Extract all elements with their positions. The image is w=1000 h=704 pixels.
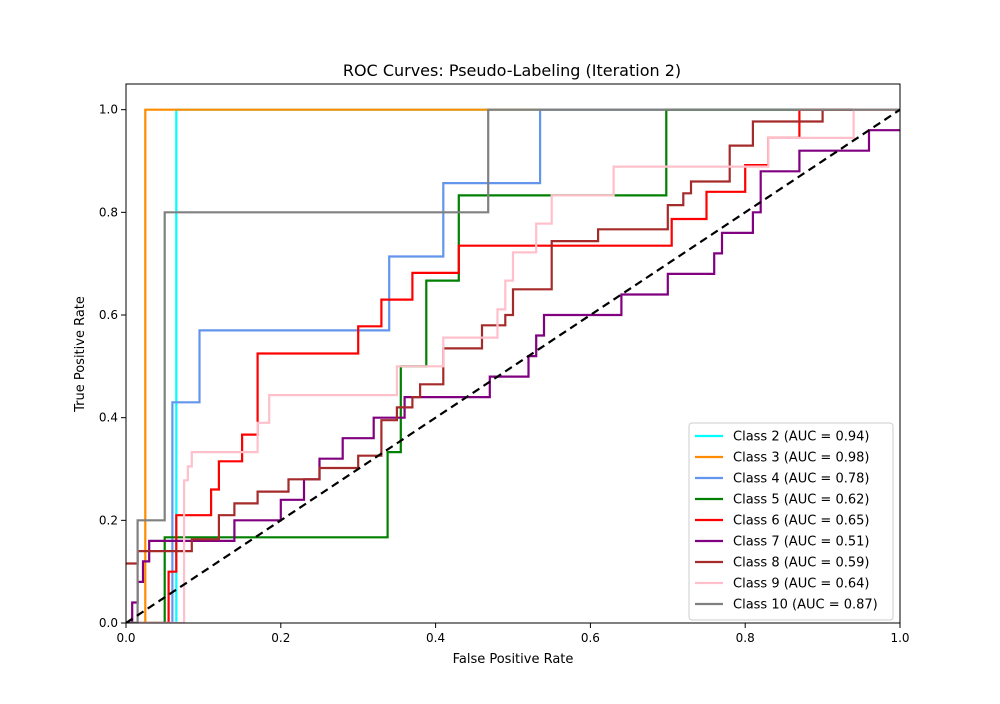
x-tick-label: 1.0	[890, 631, 909, 645]
x-tick-label: 0.4	[426, 631, 445, 645]
y-axis-label: True Positive Rate	[73, 296, 88, 413]
plot-area	[125, 83, 901, 624]
series-layer	[126, 108, 900, 623]
legend-label: Class 2 (AUC = 0.94)	[733, 430, 869, 445]
x-tick-label: 0.0	[116, 631, 135, 645]
series-line-9	[126, 108, 900, 623]
x-tick-label: 0.6	[581, 631, 600, 645]
series-line-6	[126, 129, 900, 623]
legend-label: Class 10 (AUC = 0.87)	[733, 598, 878, 613]
legend-label: Class 3 (AUC = 0.98)	[733, 451, 869, 466]
y-tick-label: 1.0	[99, 103, 118, 117]
plot-frame	[125, 83, 901, 624]
diagonal-reference-line	[126, 108, 900, 623]
series-line-7	[126, 108, 900, 565]
legend-label: Class 6 (AUC = 0.65)	[733, 514, 869, 529]
series-line-3	[126, 108, 900, 623]
legend-label: Class 4 (AUC = 0.78)	[733, 472, 869, 487]
y-tick-label: 0.2	[99, 513, 118, 527]
legend-label: Class 9 (AUC = 0.64)	[733, 577, 869, 592]
x-tick-label: 0.2	[271, 631, 290, 645]
x-axis-label: False Positive Rate	[453, 652, 574, 667]
legend-label: Class 8 (AUC = 0.59)	[733, 556, 869, 571]
y-tick-label: 0.0	[99, 616, 118, 630]
x-axis: 0.0 0.2 0.4 0.6 0.8 1.0	[116, 623, 910, 645]
legend-label: Class 7 (AUC = 0.51)	[733, 535, 869, 550]
y-tick-label: 0.8	[99, 205, 118, 219]
legend: Class 2 (AUC = 0.94) Class 3 (AUC = 0.98)…	[688, 422, 894, 621]
y-tick-label: 0.4	[99, 411, 118, 425]
chart-title: ROC Curves: Pseudo-Labeling (Iteration 2…	[343, 61, 681, 80]
x-tick-label: 0.8	[736, 631, 755, 645]
y-tick-label: 0.6	[99, 308, 118, 322]
series-line-8	[126, 108, 900, 623]
legend-label: Class 5 (AUC = 0.62)	[733, 493, 869, 508]
legend-box	[688, 422, 894, 621]
y-axis: 0.0 0.2 0.4 0.6 0.8 1.0	[99, 103, 126, 630]
